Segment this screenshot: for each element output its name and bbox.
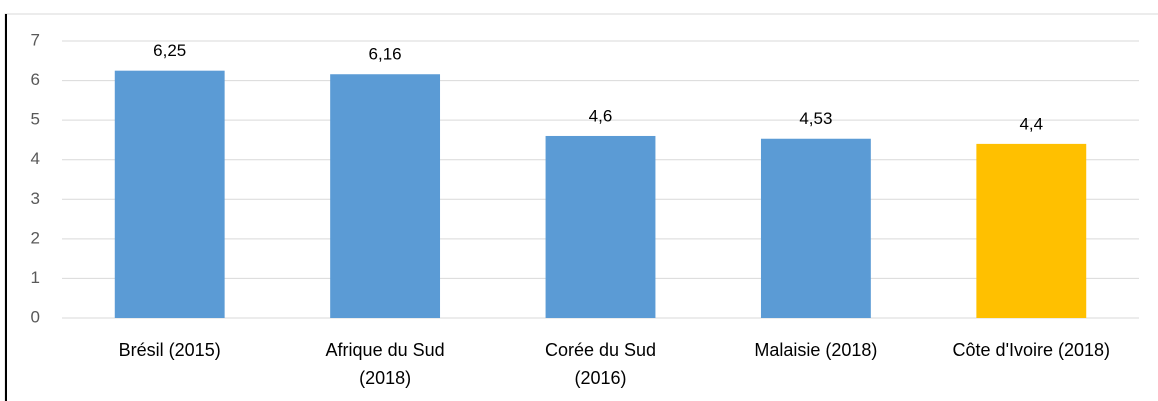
y-tick-label: 6 <box>31 70 40 89</box>
bar <box>976 143 1087 318</box>
x-tick-label: Corée du Sud (2016) <box>544 340 657 388</box>
y-tick-label: 2 <box>31 228 40 247</box>
value-label: 4,6 <box>589 106 613 125</box>
y-tick-label: 0 <box>31 307 40 326</box>
bar <box>114 70 225 318</box>
bar <box>545 135 656 318</box>
y-tick-label: 7 <box>31 30 40 49</box>
x-tick-label: Afrique du Sud (2018) <box>325 340 445 388</box>
y-tick-label: 1 <box>31 268 40 287</box>
x-tick-label: Brésil (2015) <box>118 340 221 360</box>
value-label: 6,16 <box>369 45 402 64</box>
y-tick-label: 4 <box>31 149 40 168</box>
y-tick-label: 5 <box>31 110 40 129</box>
bar <box>330 74 441 319</box>
value-label: 4,4 <box>1019 114 1043 133</box>
y-tick-label: 3 <box>31 189 40 208</box>
bar <box>760 138 871 318</box>
x-tick-label: Côte d'Ivoire (2018) <box>952 340 1111 360</box>
value-label: 6,25 <box>153 41 186 60</box>
x-tick-label: Malaisie (2018) <box>754 340 878 360</box>
value-label: 4,53 <box>799 109 832 128</box>
